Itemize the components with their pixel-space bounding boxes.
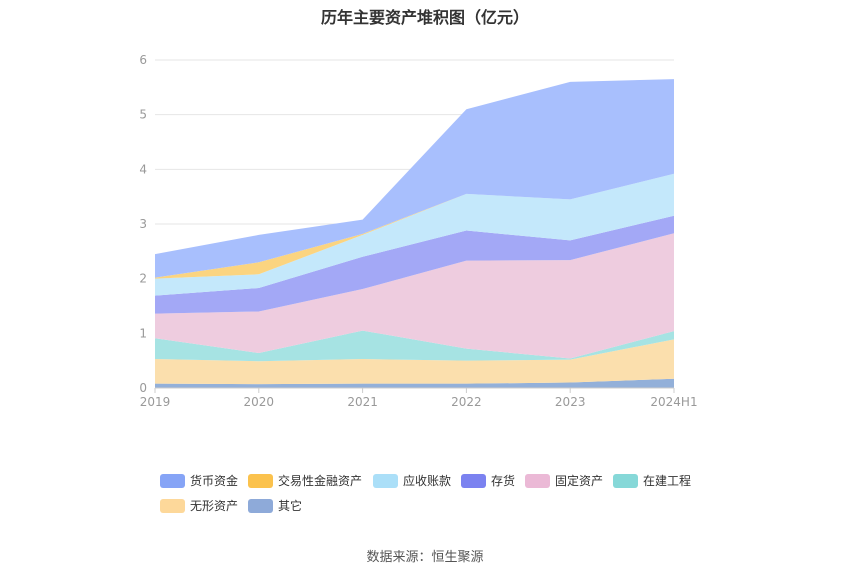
area-series-3 xyxy=(155,233,674,359)
y-tick-label: 2 xyxy=(139,272,147,286)
legend-item[interactable]: 其它 xyxy=(248,497,302,514)
area-series-7 xyxy=(155,79,674,278)
x-tick-label: 2021 xyxy=(347,395,378,409)
legend-swatch xyxy=(248,473,273,488)
legend-swatch xyxy=(613,473,638,488)
data-source: 数据来源：恒生聚源 xyxy=(366,550,484,565)
x-tick-label: 2022 xyxy=(451,395,482,409)
legend-item[interactable]: 在建工程 xyxy=(613,472,691,489)
legend-swatch xyxy=(248,498,273,513)
y-tick-label: 0 xyxy=(139,381,147,395)
y-tick-label: 6 xyxy=(139,53,147,67)
legend-label: 货币资金 xyxy=(190,474,239,488)
area-series-4 xyxy=(155,215,674,314)
legend-label: 交易性金融资产 xyxy=(278,474,363,488)
y-tick-label: 3 xyxy=(139,217,147,231)
legend-label: 存货 xyxy=(491,474,516,488)
legend-item[interactable]: 货币资金 xyxy=(160,472,238,489)
legend-item[interactable]: 固定资产 xyxy=(525,472,603,489)
area-series-5 xyxy=(155,173,674,296)
area-series-0 xyxy=(155,378,674,388)
x-tick-label: 2024H1 xyxy=(650,395,697,409)
legend-swatch xyxy=(160,473,185,488)
area-series-1 xyxy=(155,339,674,385)
x-tick-label: 2019 xyxy=(140,395,171,409)
legend-item[interactable]: 交易性金融资产 xyxy=(248,472,362,489)
y-tick-label: 4 xyxy=(139,162,147,176)
x-tick-label: 2020 xyxy=(244,395,275,409)
legend-label: 固定资产 xyxy=(555,474,604,488)
legend-swatch xyxy=(373,473,398,488)
legend-label: 在建工程 xyxy=(643,474,692,488)
chart-title: 历年主要资产堆积图（亿元） xyxy=(320,8,529,27)
legend-item[interactable]: 无形资产 xyxy=(160,497,238,514)
legend-label: 其它 xyxy=(278,499,303,513)
legend-label: 应收账款 xyxy=(403,474,452,488)
area-series-2 xyxy=(155,330,674,362)
x-tick-label: 2023 xyxy=(555,395,586,409)
legend-item[interactable]: 存货 xyxy=(461,472,515,489)
y-tick-label: 5 xyxy=(139,108,147,122)
legend-swatch xyxy=(461,473,486,488)
legend-item[interactable]: 应收账款 xyxy=(373,472,451,489)
legend-swatch xyxy=(160,498,185,513)
legend-label: 无形资产 xyxy=(190,499,239,513)
y-tick-label: 1 xyxy=(139,326,147,340)
legend-swatch xyxy=(525,473,550,488)
